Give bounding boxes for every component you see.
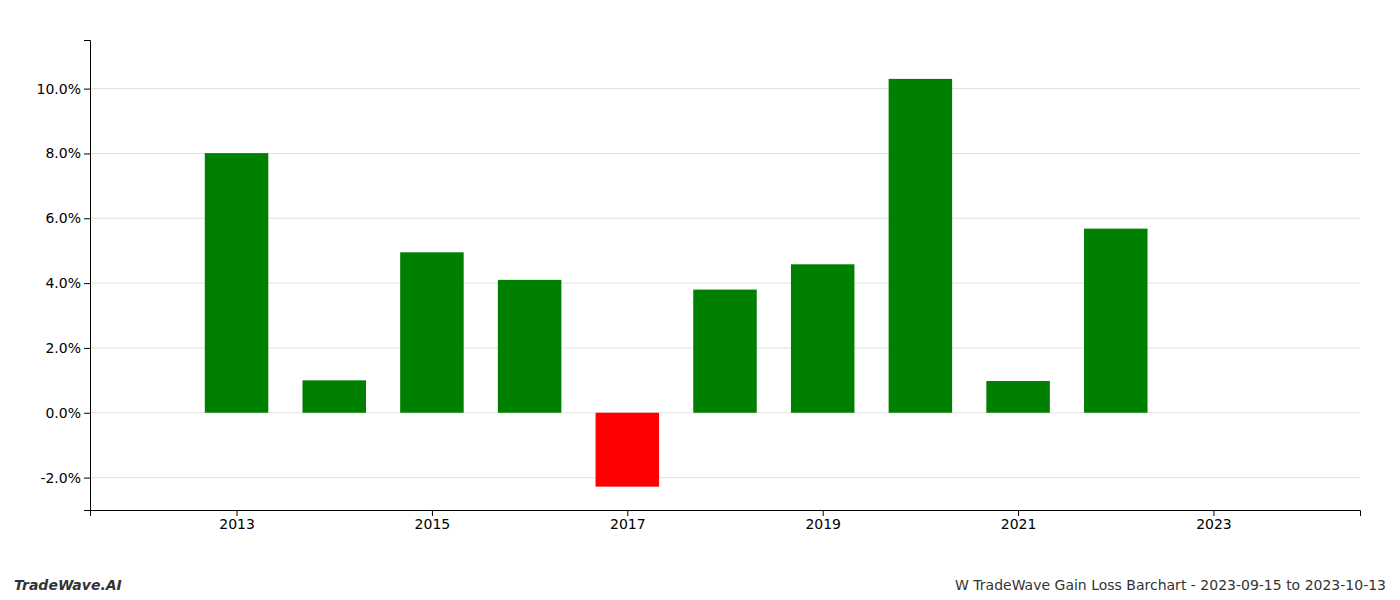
x-tick-label: 2019 [805, 516, 841, 532]
bar [205, 153, 269, 413]
x-tick-label: 2021 [1001, 516, 1037, 532]
bar [596, 413, 660, 487]
y-tick-label: 0.0% [45, 405, 81, 421]
bars [205, 79, 1148, 487]
bar [1084, 229, 1148, 413]
title: W TradeWave Gain Loss Barchart - 2023-09… [955, 577, 1386, 593]
plot-area: -2.0%0.0%2.0%4.0%6.0%8.0%10.0%2013201520… [37, 41, 1361, 532]
y-tick-mark [84, 89, 90, 90]
y-axis-line [84, 41, 91, 511]
y-tick: -2.0% [40, 470, 90, 486]
x-tick: 2021 [1001, 510, 1037, 532]
y-tick: 10.0% [37, 81, 90, 97]
grid-line [90, 283, 1360, 284]
bar [302, 380, 366, 412]
grid [90, 89, 1360, 478]
y-tick-mark [84, 478, 90, 479]
y-tick-mark [84, 283, 90, 284]
x-tick: 2017 [610, 510, 646, 532]
y-tick: 8.0% [45, 145, 90, 161]
x-tick-label: 2013 [219, 516, 255, 532]
x-tick: 2013 [219, 510, 255, 532]
bar [498, 280, 561, 413]
y-tick-mark [84, 348, 90, 349]
x-tick-label: 2023 [1196, 516, 1232, 532]
y-tick-label: 10.0% [37, 81, 81, 97]
bar [986, 381, 1050, 413]
bar [889, 79, 953, 413]
grid-line [90, 153, 1360, 154]
y-tick-label: 8.0% [45, 145, 81, 161]
bar [400, 252, 464, 412]
bar [693, 290, 757, 413]
x-tick-label: 2017 [610, 516, 646, 532]
chart: -2.0%0.0%2.0%4.0%6.0%8.0%10.0%2013201520… [0, 0, 1400, 600]
x-tick-label: 2015 [415, 516, 451, 532]
grid-line [90, 218, 1360, 219]
x-tick: 2019 [805, 510, 841, 532]
y-axis: -2.0% 0.0% 2.0% 4.0% 6.0% 8.0% 10.0% [37, 41, 91, 511]
y-tick-label: 4.0% [45, 275, 81, 291]
x-axis-line [91, 511, 1361, 517]
y-tick-label: 6.0% [45, 210, 81, 226]
y-tick: 6.0% [45, 210, 90, 226]
y-tick: 0.0% [45, 405, 90, 421]
grid-line [90, 88, 1360, 89]
y-tick: 4.0% [45, 275, 90, 291]
y-tick-label: -2.0% [40, 470, 81, 486]
y-tick-mark [84, 153, 90, 154]
y-tick: 2.0% [45, 340, 90, 356]
x-tick: 2023 [1196, 510, 1232, 532]
x-axis: 2013 2015 2017 2019 2021 2023 [91, 510, 1361, 532]
y-tick-mark [84, 413, 90, 414]
bar [791, 264, 855, 412]
watermark: TradeWave.AI [14, 577, 122, 593]
x-tick: 2015 [415, 510, 451, 532]
y-tick-label: 2.0% [45, 340, 81, 356]
y-tick-mark [84, 218, 90, 219]
grid-line [90, 477, 1360, 478]
